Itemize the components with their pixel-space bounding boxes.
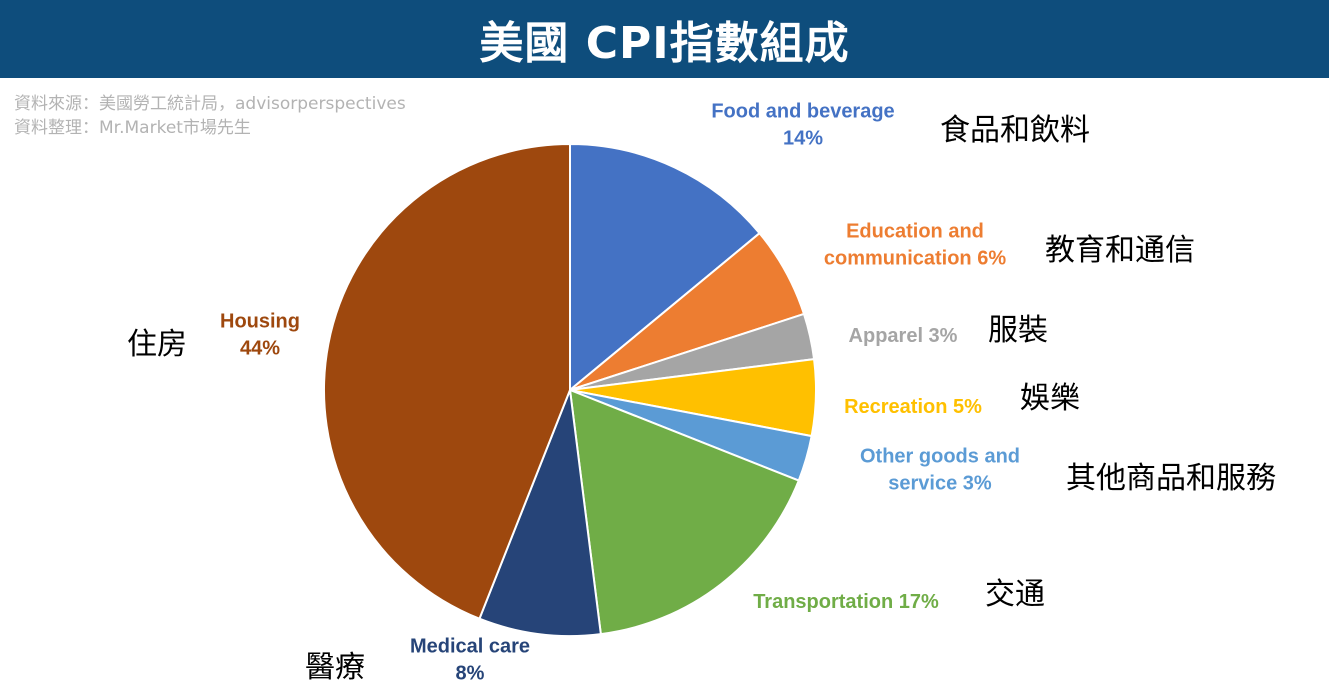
compiler-text: 資料整理：Mr.Market市場先生 (14, 118, 251, 138)
page-title: 美國 CPI指數組成 (479, 18, 850, 69)
data-label-line: Other goods and (860, 446, 1020, 468)
data-label-housing: Housing 44% (220, 311, 300, 360)
data-label-line: 14% (783, 128, 823, 150)
data-label-line: Food and beverage (711, 101, 894, 123)
data-label-line: Apparel 3% (849, 325, 958, 347)
data-label-line: Education and (846, 221, 984, 243)
zh-label-transportation: 交通 (985, 577, 1045, 612)
data-label-food-and-beverage: Food and beverage 14% (711, 101, 894, 150)
pie-slice-transportation (568, 388, 801, 636)
data-label-transportation: Transportation 17% (753, 591, 939, 613)
data-label-line: Housing (220, 311, 300, 333)
data-label-line: 8% (456, 663, 485, 685)
zh-label-recreation: 娛樂 (1020, 381, 1080, 416)
zh-label-housing: 住房 (127, 327, 187, 362)
data-label-line: Transportation 17% (753, 591, 939, 613)
zh-label-medical-care: 醫療 (305, 650, 365, 685)
pie-slice-housing (323, 142, 571, 621)
zh-label-education-and-communication: 教育和通信 (1045, 233, 1195, 268)
data-label-medical-care: Medical care 8% (410, 636, 530, 685)
pie-slice-medical-care (478, 389, 602, 637)
data-label-line: Medical care (410, 636, 530, 658)
data-label-line: communication 6% (824, 248, 1006, 270)
title-bar: 美國 CPI指數組成 (0, 0, 1329, 78)
data-label-other-goods-and-service: Other goods and service 3% (860, 446, 1020, 495)
zh-label-food-and-beverage: 食品和飲料 (940, 113, 1090, 148)
zh-label-other-goods-and-service: 其他商品和服務 (1066, 461, 1276, 496)
data-label-education-and-communication: Education and communication 6% (824, 221, 1006, 270)
data-label-line: 44% (240, 338, 280, 360)
data-label-line: Recreation 5% (844, 396, 982, 418)
data-label-line: service 3% (888, 473, 992, 495)
zh-label-apparel: 服裝 (988, 313, 1048, 348)
source-text: 資料來源：美國勞工統計局，advisorperspectives (14, 94, 406, 114)
pie-slice-food-and-beverage (569, 142, 761, 393)
data-label-apparel: Apparel 3% (849, 325, 958, 347)
data-label-recreation: Recreation 5% (844, 396, 982, 418)
